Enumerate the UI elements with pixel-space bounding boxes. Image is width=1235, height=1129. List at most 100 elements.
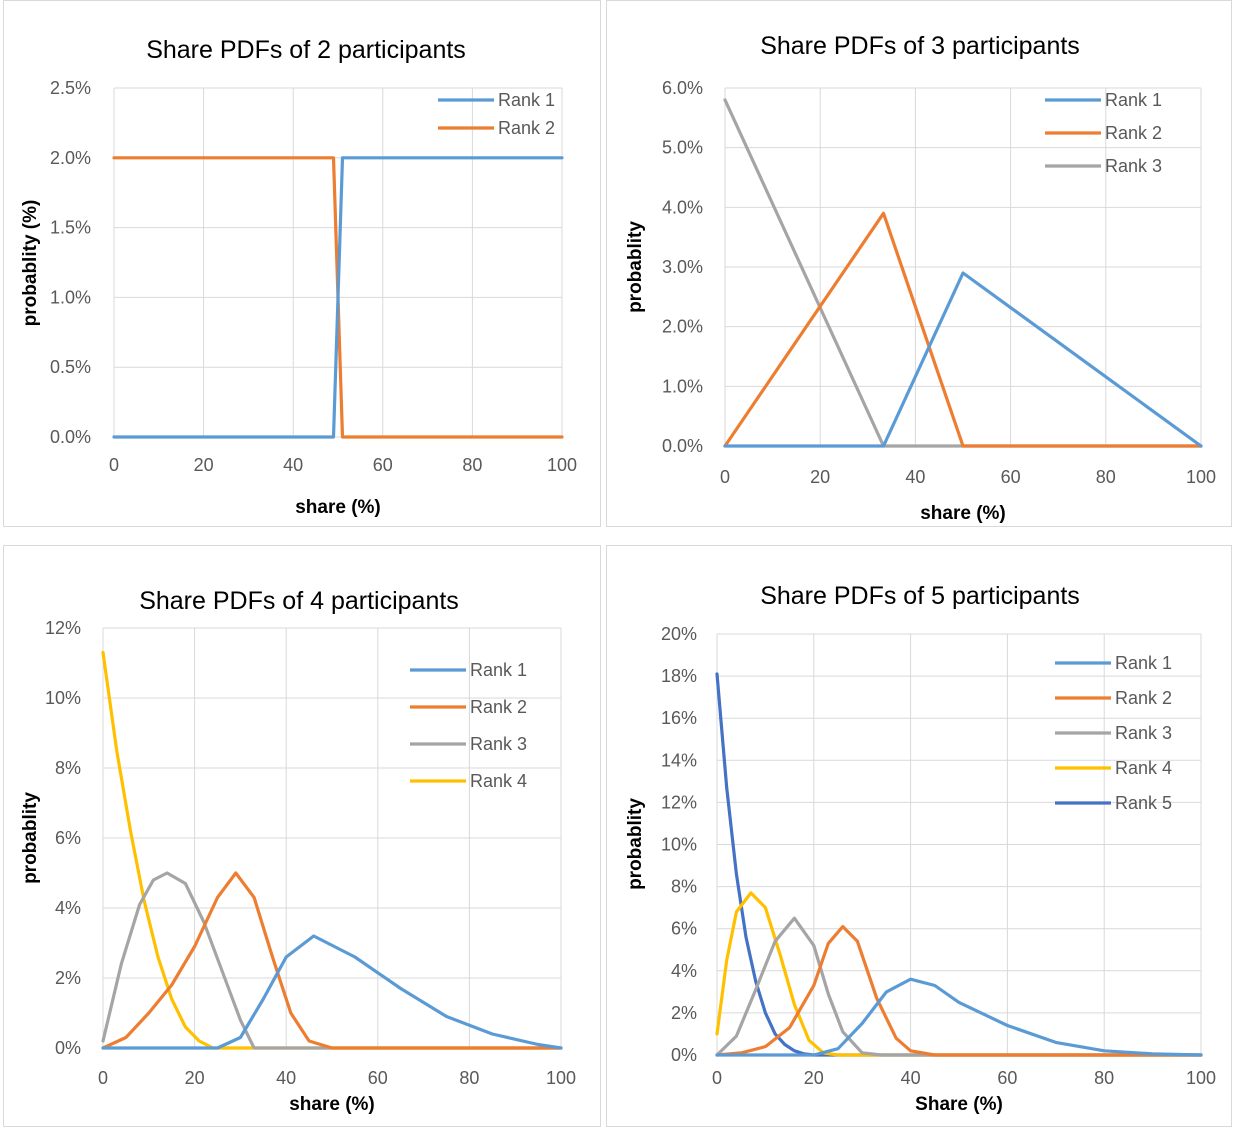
series-group [715,672,1203,1057]
chart-svg: Share PDFs of 5 participants 0% 2% 4% 6% 8% 10… [625,582,1216,1115]
chart-panel-4-participants: Share PDFs of 4 participants 0% 2% 4% 6% 8% 10… [3,545,601,1127]
legend: Rank 1 Rank 2 [438,90,555,138]
gridlines [716,633,1202,1056]
legend-label: Rank 2 [1115,688,1172,708]
series-line-rank-1 [723,271,1203,448]
legend: Rank 1 Rank 2 Rank 3 Rank 4 [410,660,527,791]
x-tick-label: 20 [804,1068,824,1088]
legend-label: Rank 4 [470,771,527,791]
x-tick-label: 80 [1094,1068,1114,1088]
series-line-rank-1 [112,156,564,439]
x-tick-label: 0 [109,455,119,475]
series-line-rank-3 [101,871,563,1050]
y-tick-label: 14% [661,750,697,770]
chart-panel-3-participants: Share PDFs of 3 participants 0.0% 1.0% 2.0%… [606,0,1232,527]
y-tick-label: 16% [661,708,697,728]
y-tick-label: 6.0% [662,78,703,98]
legend-label: Rank 1 [498,90,555,110]
y-tick-label: 2.0% [50,148,91,168]
legend-label: Rank 2 [498,118,555,138]
x-tick-label: 60 [997,1068,1017,1088]
y-axis-label: probablity (%) [20,200,41,327]
y-tick-label: 0.0% [662,436,703,456]
legend-label: Rank 2 [1105,123,1162,143]
x-tick-label: 80 [1096,467,1116,487]
x-axis-label: share (%) [295,497,381,518]
chart-title: Share PDFs of 2 participants [146,36,466,64]
legend: Rank 1 Rank 2 Rank 3 Rank 4 Rank 5 [1055,653,1172,813]
y-tick-label: 0% [671,1045,697,1065]
x-tick-label: 0 [98,1068,108,1088]
legend-label: Rank 1 [470,660,527,680]
x-tick-label: 100 [547,455,577,475]
y-tick-label: 6% [55,828,81,848]
legend: Rank 1 Rank 2 Rank 3 [1045,90,1162,176]
series-group [723,98,1203,448]
y-axis-label: probablity [625,221,646,313]
series-line-rank-2 [101,871,563,1050]
legend-label: Rank 5 [1115,793,1172,813]
series-group [112,156,564,439]
y-tick-label: 12% [45,618,81,638]
legend-label: Rank 2 [470,697,527,717]
y-tick-label: 18% [661,666,697,686]
x-tick-label: 20 [194,455,214,475]
y-axis-label: probablity [20,792,41,884]
series-line-rank-2 [715,925,1203,1057]
x-tick-label: 0 [720,467,730,487]
x-tick-label: 100 [1186,467,1216,487]
y-tick-label: 10% [45,688,81,708]
chart-svg: Share PDFs of 3 participants 0.0% 1.0% 2.0%… [625,32,1216,524]
y-tick-label: 2% [671,1003,697,1023]
chart-title: Share PDFs of 5 participants [760,582,1080,610]
legend-label: Rank 1 [1115,653,1172,673]
y-tick-label: 1.0% [662,376,703,396]
series-line-rank-1 [101,934,563,1050]
x-tick-label: 20 [185,1068,205,1088]
x-axis-label: share (%) [920,503,1006,524]
y-tick-label: 4% [55,898,81,918]
x-tick-label: 60 [368,1068,388,1088]
legend-label: Rank 3 [1115,723,1172,743]
x-tick-label: 40 [905,467,925,487]
chart-title: Share PDFs of 3 participants [760,32,1080,60]
x-tick-label: 80 [459,1068,479,1088]
x-tick-label: 20 [810,467,830,487]
x-tick-label: 0 [712,1068,722,1088]
y-tick-label: 3.0% [662,257,703,277]
y-tick-label: 8% [671,877,697,897]
x-tick-label: 60 [1001,467,1021,487]
chart-panel-2-participants: Share PDFs of 2 participants 0.0% 0.5% 1.0%… [3,0,601,527]
x-tick-label: 40 [276,1068,296,1088]
y-tick-label: 0.0% [50,427,91,447]
x-tick-label: 100 [1186,1068,1216,1088]
y-tick-label: 4.0% [662,197,703,217]
legend-label: Rank 4 [1115,758,1172,778]
gridlines [113,87,563,438]
x-tick-label: 80 [462,455,482,475]
y-tick-label: 5.0% [662,138,703,158]
x-tick-label: 40 [901,1068,921,1088]
y-tick-label: 2% [55,968,81,988]
series-line-rank-1 [715,977,1203,1057]
chart-svg: Share PDFs of 4 participants 0% 2% 4% 6% 8% 10… [20,587,576,1115]
chart-svg: Share PDFs of 2 participants 0.0% 0.5% 1.0%… [20,36,577,518]
x-tick-label: 100 [546,1068,576,1088]
series-group [101,650,563,1050]
y-tick-label: 1.0% [50,287,91,307]
y-tick-label: 20% [661,624,697,644]
chart-title: Share PDFs of 4 participants [139,587,459,615]
y-tick-label: 1.5% [50,218,91,238]
legend-label: Rank 1 [1105,90,1162,110]
x-axis-label: share (%) [289,1094,375,1115]
chart-panel-5-participants: Share PDFs of 5 participants 0% 2% 4% 6% 8% 10… [606,545,1232,1127]
y-tick-label: 8% [55,758,81,778]
x-tick-label: 60 [373,455,393,475]
legend-label: Rank 3 [470,734,527,754]
x-tick-label: 40 [283,455,303,475]
y-tick-label: 0% [55,1038,81,1058]
y-tick-label: 2.5% [50,78,91,98]
series-line-rank-3 [715,916,1203,1057]
y-tick-label: 4% [671,961,697,981]
x-axis-label: Share (%) [915,1094,1003,1115]
